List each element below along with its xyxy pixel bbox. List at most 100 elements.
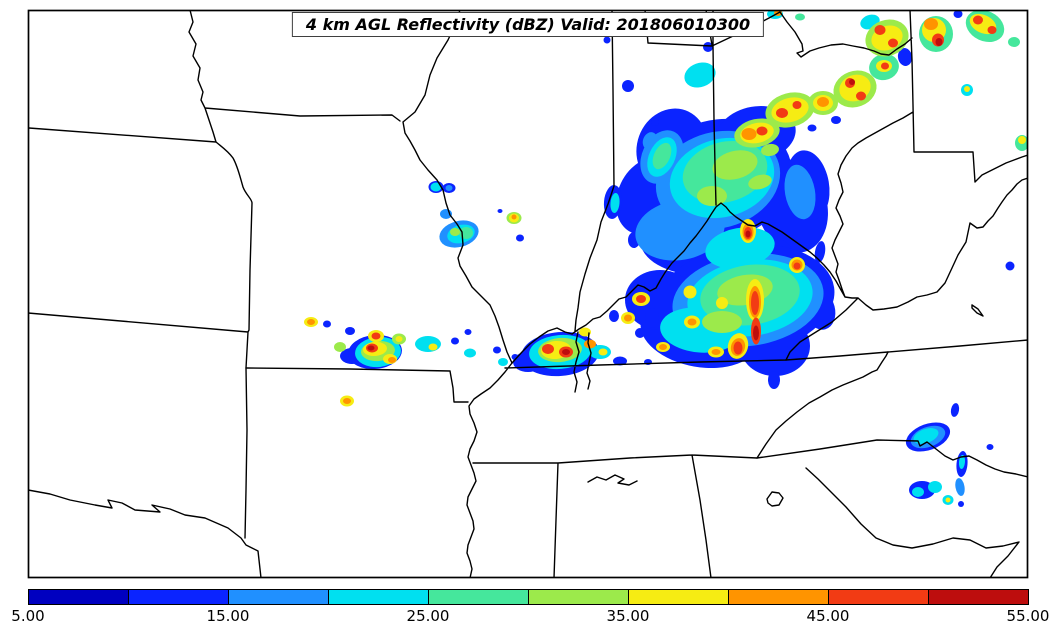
radar-echo-cell bbox=[562, 349, 570, 355]
radar-echo-cell bbox=[733, 341, 743, 355]
radar-echo-cell bbox=[371, 332, 381, 340]
radar-echo-cell bbox=[388, 357, 396, 363]
radar-echo-cell bbox=[748, 174, 772, 190]
radar-echo-cell bbox=[697, 186, 727, 206]
radar-echo-cell bbox=[415, 336, 441, 352]
colorbar-tick-label: 55.00 bbox=[1006, 607, 1050, 625]
radar-echo-cell bbox=[343, 398, 351, 404]
radar-echo-cell bbox=[367, 345, 375, 351]
colorbar-segment bbox=[429, 590, 529, 604]
radar-echo-cell bbox=[753, 325, 759, 341]
radar-echo-cell bbox=[950, 403, 960, 417]
radar-echo-cell bbox=[445, 185, 453, 191]
radar-echo-cell bbox=[973, 15, 983, 25]
radar-echo-cell bbox=[493, 346, 501, 354]
radar-echo-cell bbox=[651, 118, 659, 126]
radar-echo-cell bbox=[609, 310, 619, 322]
radar-echo-cell bbox=[598, 348, 608, 356]
radar-echo-cell bbox=[945, 497, 951, 503]
state-borders-west bbox=[28, 10, 401, 578]
colorbar-tick-label: 35.00 bbox=[606, 607, 650, 625]
radar-echo-cell bbox=[451, 337, 459, 345]
colorbar-segment bbox=[829, 590, 929, 604]
radar-echo-cell bbox=[584, 339, 596, 349]
radar-echo-cell bbox=[958, 455, 966, 469]
state-borders bbox=[28, 10, 1028, 578]
colorbar-tick-label: 25.00 bbox=[406, 607, 450, 625]
radar-echo-cell bbox=[792, 101, 802, 109]
radar-echo-cell bbox=[542, 344, 554, 354]
radar-echo-cell bbox=[849, 79, 855, 85]
colorbar-tick-label: 15.00 bbox=[206, 607, 250, 625]
colorbar-tick-label: 45.00 bbox=[806, 607, 850, 625]
radar-echo-cell bbox=[613, 356, 627, 366]
colorbar-segment bbox=[729, 590, 829, 604]
radar-echo-cell bbox=[652, 142, 672, 170]
radar-echo-cell bbox=[912, 487, 924, 497]
radar-echo-cell bbox=[636, 295, 646, 303]
map-frame bbox=[27, 9, 1029, 579]
radar-echo-cell bbox=[888, 38, 898, 48]
colorbar-tick-labels: 5.00 15.00 25.00 35.00 45.00 55.00 bbox=[0, 607, 1060, 629]
radar-echo-cell bbox=[881, 62, 889, 70]
colorbar-segment bbox=[329, 590, 429, 604]
radar-echo-cell bbox=[741, 128, 757, 140]
radar-echo-cell bbox=[395, 336, 403, 342]
radar-echo-cell bbox=[928, 481, 942, 493]
colorbar bbox=[28, 589, 1029, 605]
radar-echo-cell bbox=[768, 371, 780, 389]
radar-echo-cell bbox=[635, 328, 645, 338]
radar-echo-cell bbox=[511, 214, 517, 220]
radar-echo-cell bbox=[745, 230, 751, 238]
radar-echo-cell bbox=[645, 308, 659, 328]
radar-echo-cell bbox=[702, 311, 742, 333]
radar-echo-cell bbox=[334, 342, 346, 352]
radar-echo-cell bbox=[610, 193, 620, 213]
radar-echo-cell bbox=[659, 344, 667, 350]
radar-echo-cell bbox=[1008, 37, 1020, 47]
radar-echo-cell bbox=[622, 80, 634, 92]
radar-echo-cell bbox=[856, 91, 866, 101]
radar-echo-cell bbox=[874, 25, 886, 35]
radar-echo-cell bbox=[307, 319, 315, 325]
radar-echo-cell bbox=[751, 291, 759, 315]
radar-echo-cell bbox=[987, 26, 997, 34]
radar-echo-cell bbox=[624, 314, 632, 322]
radar-echo-cell bbox=[323, 320, 331, 328]
colorbar-segment bbox=[229, 590, 329, 604]
map-title: 4 km AGL Reflectivity (dBZ) Valid: 20180… bbox=[291, 12, 765, 37]
colorbar-segment bbox=[629, 590, 729, 604]
radar-echo-cell bbox=[807, 124, 817, 132]
radar-echoes bbox=[304, 10, 1028, 507]
radar-echo-cell bbox=[716, 297, 728, 309]
radar-echo-cell bbox=[776, 108, 788, 118]
radar-echo-cell bbox=[924, 18, 938, 30]
radar-echo-cell bbox=[795, 13, 805, 21]
colorbar-segment bbox=[129, 590, 229, 604]
radar-echo-cell bbox=[831, 116, 841, 124]
colorbar-segment bbox=[929, 590, 1028, 604]
radar-echo-cell bbox=[986, 444, 994, 450]
radar-echo-cell bbox=[955, 478, 965, 496]
radar-echo-cell bbox=[756, 126, 768, 136]
radar-echo-cell bbox=[1005, 261, 1015, 271]
radar-echo-cell bbox=[464, 329, 472, 335]
radar-echo-cell bbox=[683, 285, 697, 299]
radar-echo-cell bbox=[705, 227, 775, 269]
radar-echo-cell bbox=[345, 327, 355, 335]
radar-echo-cell bbox=[579, 327, 591, 337]
radar-echo-cell bbox=[1018, 136, 1026, 144]
radar-echo-cell bbox=[428, 343, 438, 351]
radar-echo-cell bbox=[712, 150, 758, 180]
radar-echo-cell bbox=[459, 227, 473, 239]
radar-echo-cell bbox=[684, 62, 716, 88]
radar-echo-cell bbox=[516, 234, 524, 242]
radar-echo-cell bbox=[953, 10, 963, 18]
radar-echo-cell bbox=[498, 358, 508, 366]
radar-echo-cell bbox=[958, 501, 964, 507]
radar-echo-cell bbox=[897, 48, 913, 66]
radar-echo-cell bbox=[464, 348, 476, 358]
radar-echo-cell bbox=[964, 86, 970, 92]
radar-echo-cell bbox=[703, 42, 713, 52]
